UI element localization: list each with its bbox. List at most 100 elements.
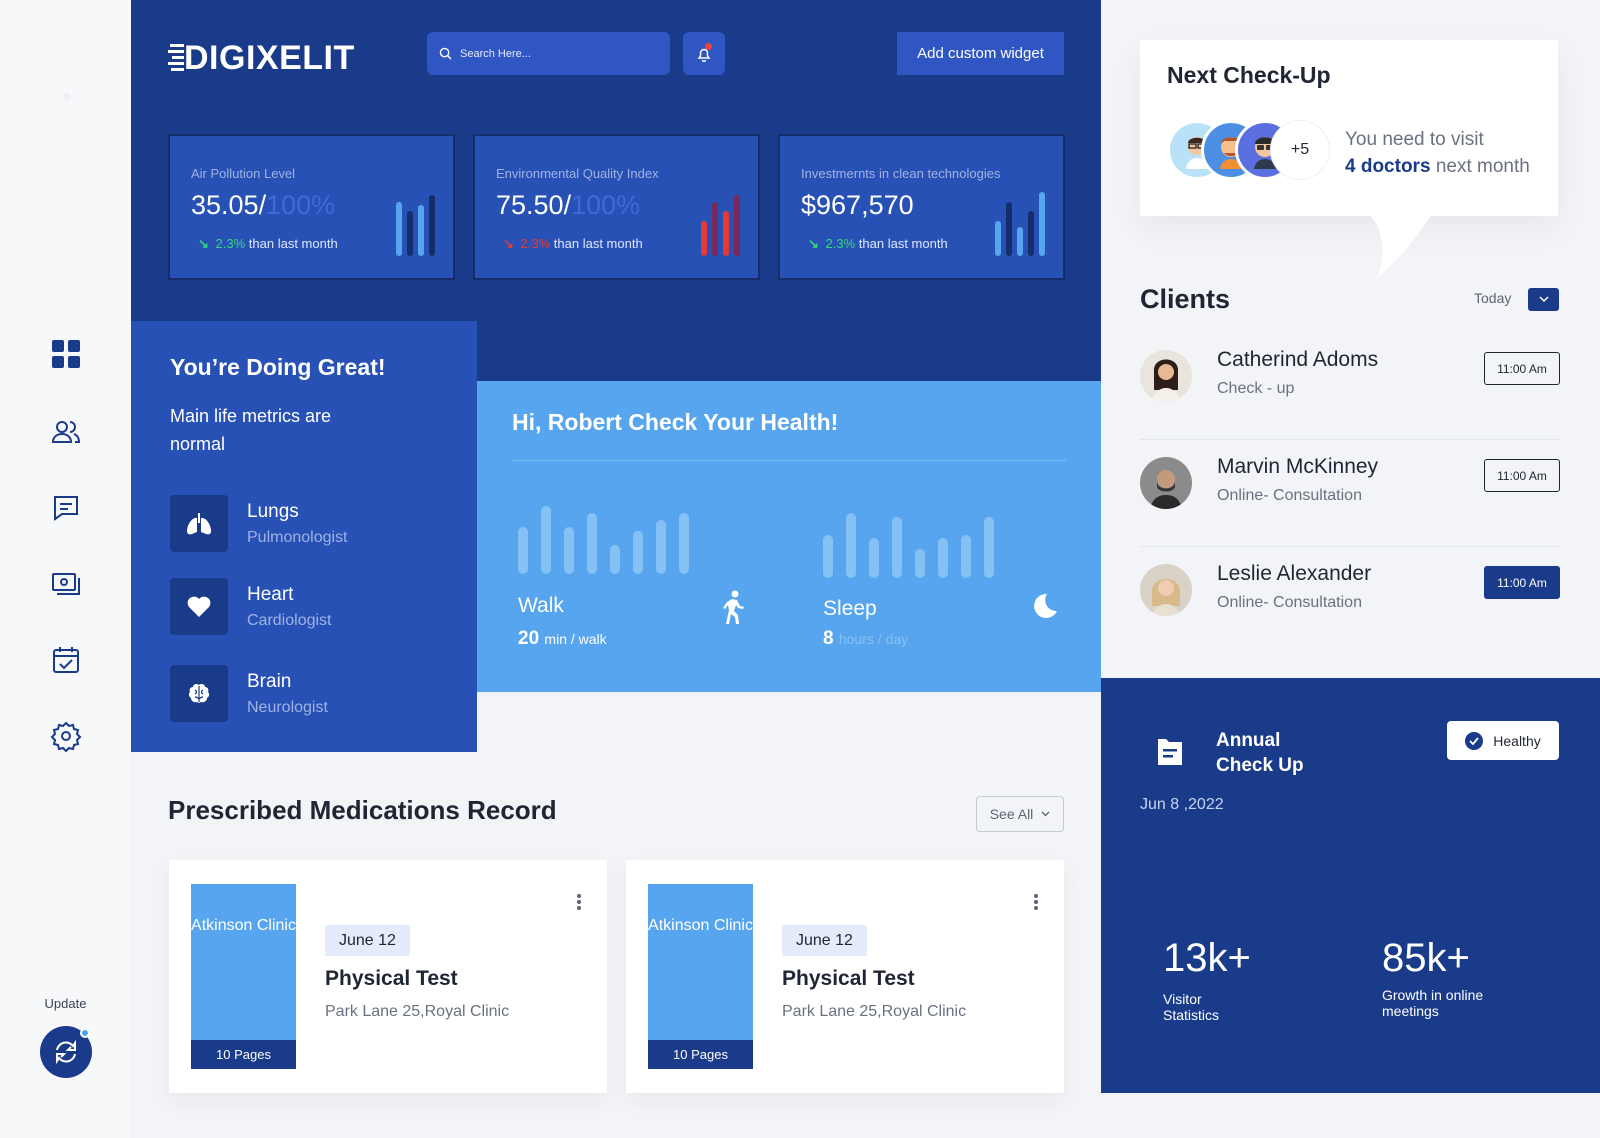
organ-item-lungs[interactable]: Lungs Pulmonologist (170, 495, 440, 552)
client-time-badge[interactable]: 11:00 Am (1484, 459, 1560, 492)
bell-icon (697, 48, 711, 62)
stat-label: Investmernts in clean technologies (801, 166, 1001, 181)
clients-filter-label: Today (1474, 290, 1512, 306)
stat-value: $967,570 (801, 190, 914, 220)
payment-icon (52, 573, 80, 595)
stat-bar (396, 202, 402, 256)
organ-specialist: Neurologist (247, 698, 328, 716)
annual-stat-label: Growth in online meetings (1382, 987, 1484, 1019)
see-all-button[interactable]: See All (976, 796, 1064, 832)
organ-name: Brain (247, 670, 292, 692)
medication-location: Park Lane 25,Royal Clinic (782, 1003, 967, 1020)
notifications-button[interactable] (683, 32, 725, 75)
annual-checkup-title: Annual Check Up (1216, 730, 1304, 776)
health-bar (938, 538, 948, 578)
medication-location: Park Lane 25,Royal Clinic (325, 1003, 510, 1020)
moon-icon (1034, 593, 1057, 618)
client-name: Catherind Adoms (1217, 348, 1379, 371)
refresh-icon (56, 1039, 76, 1065)
next-checkup-title: Next Check-Up (1167, 62, 1331, 88)
client-row[interactable]: Leslie Alexander Online- Consultation 11… (1140, 550, 1560, 654)
more-doctors-count[interactable]: +5 (1270, 120, 1330, 180)
clinic-book: Atkinson Clinic 10 Pages (648, 884, 753, 1069)
clients-filter-dropdown[interactable] (1528, 288, 1559, 311)
client-avatar (1140, 564, 1192, 616)
stat-value: 75.50/100% (496, 190, 641, 220)
search-box[interactable] (427, 32, 670, 75)
sidebar-item-settings[interactable] (44, 714, 88, 758)
organ-specialist: Pulmonologist (247, 528, 348, 546)
clinic-name: Atkinson Clinic (191, 917, 296, 934)
sidebar-dot (63, 93, 71, 101)
medication-card[interactable]: Atkinson Clinic 10 Pages June 12 Physica… (626, 860, 1064, 1093)
stat-bar (429, 195, 435, 256)
add-custom-widget-button[interactable]: Add custom widget (897, 32, 1064, 75)
client-time-badge[interactable]: 11:00 Am (1484, 566, 1560, 599)
divider (512, 460, 1066, 461)
trend-down-icon: ↘ (503, 236, 514, 251)
trend-down-icon: ↘ (198, 236, 209, 251)
search-input[interactable] (460, 47, 650, 60)
client-name: Leslie Alexander (1217, 562, 1372, 585)
stat-mini-chart (701, 192, 740, 256)
stat-value: 35.05/100% (191, 190, 336, 220)
health-bar (846, 513, 856, 578)
clients-title: Clients (1140, 284, 1231, 314)
stat-mini-chart (995, 192, 1045, 256)
sidebar-item-payments[interactable] (44, 562, 88, 606)
organ-name: Lungs (247, 500, 299, 522)
medication-name: Physical Test (325, 967, 458, 990)
organ-name: Heart (247, 583, 294, 605)
stat-label: Air Pollution Level (191, 166, 296, 181)
lungs-icon (187, 512, 211, 534)
sleep-chart (823, 506, 994, 578)
stat-card-investments[interactable]: Investmernts in clean technologies $967,… (778, 134, 1065, 280)
health-bar (679, 513, 689, 574)
client-name: Marvin McKinney (1217, 455, 1379, 478)
client-time-badge[interactable]: 11:00 Am (1484, 352, 1560, 385)
client-row[interactable]: Catherind Adoms Check - up 11:00 Am (1140, 336, 1560, 440)
healthy-status-badge[interactable]: Healthy (1447, 721, 1559, 760)
stat-label: Environmental Quality Index (496, 166, 659, 181)
stat-bar (723, 211, 729, 256)
health-bar (564, 527, 574, 574)
health-bar (984, 517, 994, 578)
page-count: 10 Pages (191, 1040, 296, 1069)
sleep-label: Sleep (823, 597, 877, 620)
health-bar (915, 549, 925, 578)
medication-card[interactable]: Atkinson Clinic 10 Pages June 12 Physica… (169, 860, 607, 1093)
walking-icon (723, 590, 744, 624)
sidebar-item-messages[interactable] (44, 486, 88, 530)
stat-bar (1039, 192, 1045, 256)
stat-bar (1006, 202, 1012, 256)
health-bar (823, 535, 833, 578)
stat-change: ↘ 2.3% than last month (198, 236, 338, 251)
more-options-icon[interactable] (571, 890, 587, 914)
stat-card-air-pollution[interactable]: Air Pollution Level 35.05/100% ↘ 2.3% th… (168, 134, 455, 280)
medications-title: Prescribed Medications Record (168, 795, 557, 825)
health-bar (892, 517, 902, 578)
stat-change: ↘ 2.3% than last month (503, 236, 643, 251)
health-bar (961, 535, 971, 578)
sidebar-item-calendar[interactable] (44, 638, 88, 682)
walk-value: 20 min / walk (518, 628, 607, 649)
stat-bar (712, 202, 718, 256)
sidebar-item-users[interactable] (44, 410, 88, 454)
health-bar (633, 531, 643, 574)
divider (1140, 546, 1560, 547)
dashboard-icon (52, 340, 80, 368)
client-row[interactable]: Marvin McKinney Online- Consultation 11:… (1140, 443, 1560, 547)
stat-card-environmental-quality[interactable]: Environmental Quality Index 75.50/100% ↘… (473, 134, 760, 280)
brand-name: DIGIXELIT (184, 38, 355, 77)
annual-stat-value: 13k+ (1163, 936, 1251, 980)
more-options-icon[interactable] (1028, 890, 1044, 914)
organ-item-heart[interactable]: Heart Cardiologist (170, 578, 440, 635)
organ-item-brain[interactable]: Brain Neurologist (170, 665, 440, 722)
doing-great-subtitle: Main life metrics are normal (170, 406, 332, 454)
update-label: Update (44, 996, 87, 1011)
medication-date: June 12 (325, 925, 410, 956)
health-bar (518, 527, 528, 574)
sidebar-item-dashboard[interactable] (44, 332, 88, 376)
client-appointment-type: Check - up (1217, 380, 1295, 397)
checkup-message: You need to visit 4 doctors next month (1345, 129, 1530, 177)
